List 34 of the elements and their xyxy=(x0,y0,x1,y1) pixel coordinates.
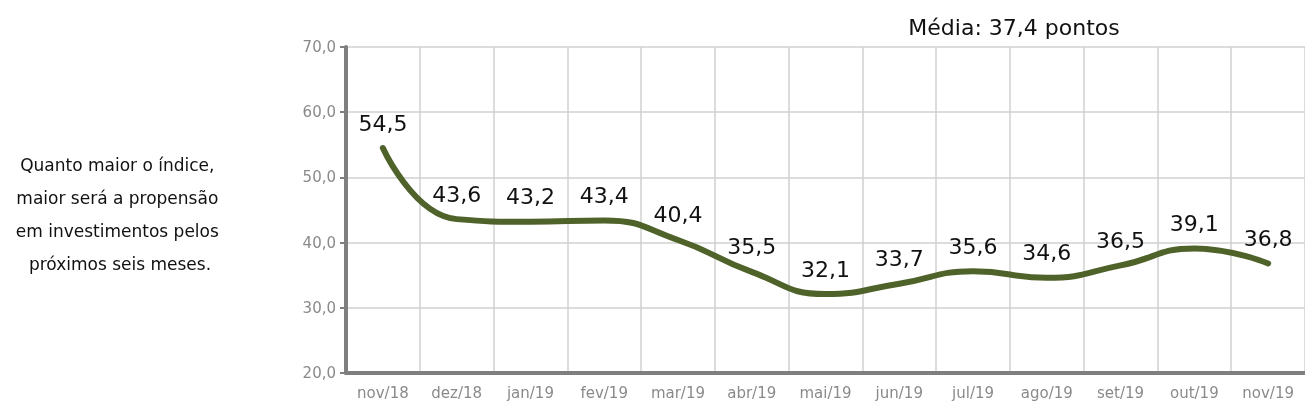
x-tick-label: jun/19 xyxy=(874,383,923,402)
y-tick-label: 50,0 xyxy=(302,168,336,187)
x-tick-label: ago/19 xyxy=(1020,383,1073,402)
data-label: 32,1 xyxy=(801,256,850,282)
y-tick-label: 20,0 xyxy=(302,364,336,382)
x-tick-label: mar/19 xyxy=(650,383,706,402)
text: Média: 37,4 pontos xyxy=(908,14,1120,40)
data-label: 34,6 xyxy=(1022,240,1072,266)
y-tick-label: 30,0 xyxy=(302,298,336,317)
data-label: 36,5 xyxy=(1096,227,1146,253)
x-tick-label: dez/18 xyxy=(431,383,483,402)
data-label: 54,5 xyxy=(358,110,408,136)
data-label: 35,5 xyxy=(727,234,777,260)
x-tick-label: jul/19 xyxy=(951,383,995,402)
data-label: 33,7 xyxy=(874,246,924,272)
x-tick-label: jan/19 xyxy=(505,383,554,402)
data-label: 35,6 xyxy=(948,233,998,259)
text: Quanto maior o índice, maior será a propensão em investimentos pelos próximos seis meses. xyxy=(15,154,225,274)
y-tick-label: 70,0 xyxy=(302,38,336,56)
x-tick-label: out/19 xyxy=(1169,383,1219,402)
data-label: 43,6 xyxy=(432,181,482,207)
y-tick-label: 60,0 xyxy=(302,103,336,122)
data-label: 40,4 xyxy=(653,202,703,228)
x-tick-label: nov/18 xyxy=(357,383,409,402)
data-label: 43,2 xyxy=(505,184,555,210)
data-label: 39,1 xyxy=(1169,210,1219,236)
y-tick-label: 40,0 xyxy=(302,233,336,252)
x-tick-label: fev/19 xyxy=(580,383,628,402)
x-tick-label: mai/19 xyxy=(799,383,852,402)
x-tick-label: set/19 xyxy=(1097,383,1145,402)
data-label: 43,4 xyxy=(579,182,629,208)
x-tick-label: nov/19 xyxy=(1242,383,1294,402)
data-label: 36,8 xyxy=(1243,225,1293,251)
x-tick-label: abr/19 xyxy=(727,383,777,402)
